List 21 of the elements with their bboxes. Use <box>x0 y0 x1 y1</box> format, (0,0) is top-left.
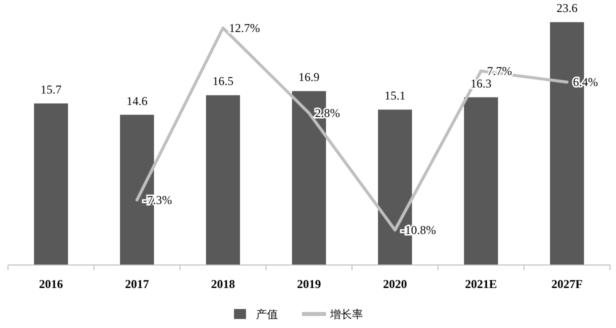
legend-label: 产值 <box>256 308 278 321</box>
x-tick-label: 2021E <box>464 277 498 291</box>
legend-label: 增长率 <box>329 308 363 321</box>
x-tick-label: 2016 <box>39 277 63 291</box>
x-tick-label: 2027F <box>551 277 583 291</box>
bar <box>206 95 240 265</box>
x-tick-label: 2018 <box>211 277 235 291</box>
x-tick-label: 2020 <box>383 277 407 291</box>
data-label: 16.9 <box>298 70 320 84</box>
data-label: 15.1 <box>384 88 406 103</box>
data-label: 16.3 <box>470 76 492 90</box>
bar <box>464 97 498 265</box>
data-label: 23.6 <box>556 1 578 16</box>
data-label: 14.6 <box>126 94 148 108</box>
x-tick-label: 2019 <box>297 277 321 291</box>
x-tick-label: 2017 <box>125 277 149 291</box>
data-label: 15.7 <box>40 82 62 96</box>
data-label: 12.7% <box>229 21 260 35</box>
data-label: 16.5 <box>212 74 234 88</box>
data-label: 7.7% <box>487 64 512 78</box>
bar <box>34 103 68 265</box>
